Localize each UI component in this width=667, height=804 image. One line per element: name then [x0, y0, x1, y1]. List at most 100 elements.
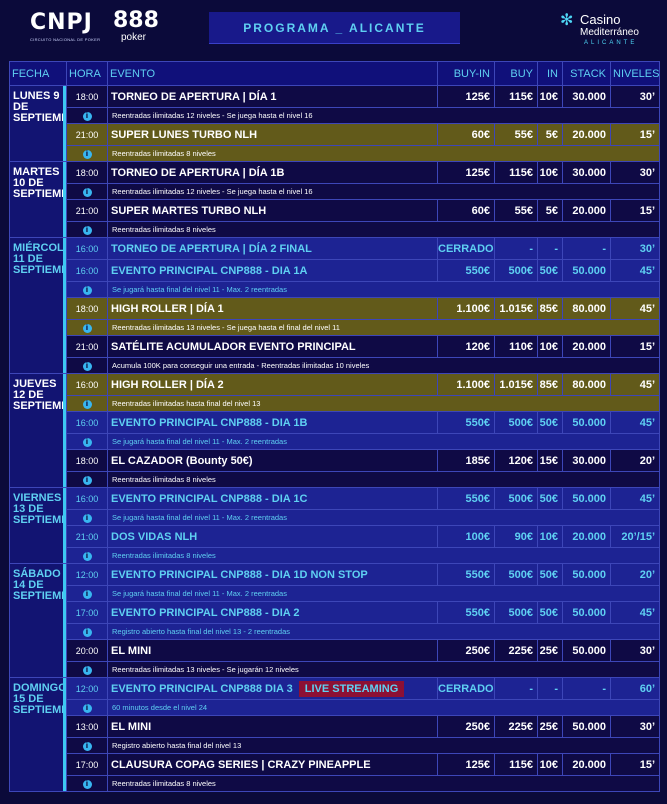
info-icon: i [82, 111, 92, 121]
in-cell: 10€ [537, 85, 563, 108]
stack-cell: 50.000 [562, 639, 611, 662]
hora-cell: 16:00 [66, 259, 108, 282]
col-header-fecha: FECHA [9, 61, 67, 86]
event-name: DOS VIDAS NLH [111, 530, 198, 543]
niveles-cell: 15’ [610, 199, 660, 222]
hora-cell: 21:00 [66, 335, 108, 358]
event-name-cell: SATÉLITE ACUMULADOR EVENTO PRINCIPAL [107, 335, 438, 358]
in-cell: 10€ [537, 161, 563, 184]
niveles-cell: 20’ [610, 449, 660, 472]
hora-cell: 18:00 [66, 297, 108, 320]
stack-cell: 80.000 [562, 373, 611, 396]
note-text: Acumula 100K para conseguir una entrada … [107, 357, 660, 374]
buy-cell: - [494, 237, 538, 260]
note-row: i Reentradas ilimitadas 12 niveles - Se j… [9, 107, 660, 124]
niveles-cell: 45’ [610, 373, 660, 396]
niveles-cell: 15’ [610, 123, 660, 146]
in-cell: 15€ [537, 449, 563, 472]
stack-cell: 30.000 [562, 449, 611, 472]
buyin-cell: 60€ [437, 123, 495, 146]
info-icon: i [82, 665, 92, 675]
hora-cell: 18:00 [66, 449, 108, 472]
event-name-cell: SUPER LUNES TURBO NLH [107, 123, 438, 146]
stack-cell: 20.000 [562, 123, 611, 146]
info-icon: i [82, 779, 92, 789]
event-name-cell: DOS VIDAS NLH [107, 525, 438, 548]
hora-cell: 16:00 [66, 411, 108, 434]
info-cell: i [66, 471, 108, 488]
stack-cell: 50.000 [562, 715, 611, 738]
hora-cell: 12:00 [66, 677, 108, 700]
in-cell: 50€ [537, 601, 563, 624]
note-row: i Reentradas ilimitadas 8 niveles [9, 145, 660, 162]
stack-cell: - [562, 677, 611, 700]
event-name: SUPER LUNES TURBO NLH [111, 128, 258, 141]
buy-cell: 500€ [494, 601, 538, 624]
event-name-cell: SUPER MARTES TURBO NLH [107, 199, 438, 222]
note-row: i Se jugará hasta final del nivel 11 - Ma… [9, 433, 660, 450]
live-streaming-badge: LIVE STREAMING [298, 680, 405, 697]
niveles-cell: 30’ [610, 639, 660, 662]
buy-cell: 225€ [494, 715, 538, 738]
info-icon: i [82, 551, 92, 561]
event-row: 18:00 HIGH ROLLER | DÍA 1 1.100€ 1.015€ 85€ 8… [9, 297, 660, 320]
info-icon: i [82, 513, 92, 523]
event-row: 17:00 CLAUSURA COPAG SERIES | CRAZY PINEA… [9, 753, 660, 776]
note-row: i Reentradas ilimitadas 13 niveles - Se j… [9, 319, 660, 336]
in-cell: 50€ [537, 411, 563, 434]
col-header-in: IN [537, 61, 563, 86]
in-cell: 10€ [537, 753, 563, 776]
date-label: VIERNES 13 DE SEPTIEMBRE [13, 492, 66, 526]
col-header-niveles: NIVELES [610, 61, 660, 86]
info-cell: i [66, 319, 108, 336]
buyin-cell: 550€ [437, 411, 495, 434]
note-row: i Acumula 100K para conseguir una entrada… [9, 357, 660, 374]
buyin-cell: 120€ [437, 335, 495, 358]
in-cell: 10€ [537, 335, 563, 358]
note-text: Reentradas ilimitadas 13 niveles - Se ju… [107, 319, 660, 336]
hora-cell: 16:00 [66, 487, 108, 510]
hora-cell: 20:00 [66, 639, 108, 662]
event-row: 13:00 EL MINI 250€ 225€ 25€ 50.000 30’ [9, 715, 660, 738]
event-name: HIGH ROLLER | DÍA 2 [111, 378, 224, 391]
buyin-cell: 550€ [437, 563, 495, 586]
note-text: Reentradas ilimitadas 8 niveles [107, 145, 660, 162]
stack-cell: - [562, 237, 611, 260]
info-icon: i [82, 589, 92, 599]
note-row: i Reentradas ilimitadas hasta final del n… [9, 395, 660, 412]
event-row: 21:00 SUPER MARTES TURBO NLH 60€ 55€ 5€ 20.00… [9, 199, 660, 222]
event-name-cell: EL CAZADOR (Bounty 50€) [107, 449, 438, 472]
event-name: TORNEO DE APERTURA | DÍA 1 [111, 90, 277, 103]
stack-cell: 20.000 [562, 525, 611, 548]
note-text: 60 minutos desde el nivel 24 [107, 699, 660, 716]
stack-cell: 50.000 [562, 487, 611, 510]
event-name: EVENTO PRINCIPAL CNP888 - DIA 1B [111, 416, 308, 429]
note-text: Reentradas ilimitadas 12 niveles - Se ju… [107, 183, 660, 200]
info-cell: i [66, 585, 108, 602]
note-text: Se jugará hasta final del nivel 11 - Max… [107, 433, 660, 450]
note-text: Reentradas ilimitadas 12 niveles - Se ju… [107, 107, 660, 124]
hora-cell: 18:00 [66, 161, 108, 184]
event-name-cell: EVENTO PRINCIPAL CNP888 - DIA 2 [107, 601, 438, 624]
buy-cell: 110€ [494, 335, 538, 358]
palm-tree-icon: ✻ [560, 12, 574, 29]
event-name: EVENTO PRINCIPAL CNP888 DIA 3 [111, 682, 293, 695]
niveles-cell: 45’ [610, 601, 660, 624]
casino-name-line2: Mediterráneo [580, 27, 639, 38]
date-stripe [63, 564, 66, 677]
date-label: MARTES 10 DE SEPTIEMBRE [13, 166, 66, 200]
buy-cell: 55€ [494, 199, 538, 222]
hora-cell: 21:00 [66, 525, 108, 548]
event-name-cell: EVENTO PRINCIPAL CNP888 - DIA 1C [107, 487, 438, 510]
in-cell: 50€ [537, 487, 563, 510]
event-name: HIGH ROLLER | DÍA 1 [111, 302, 224, 315]
info-icon: i [82, 225, 92, 235]
col-header-hora: HORA [66, 61, 108, 86]
col-header-buy: BUY [494, 61, 538, 86]
event-row: 16:00 EVENTO PRINCIPAL CNP888 - DIA 1A 550… [9, 259, 660, 282]
date-cell: DOMINGO 15 DE SEPTIEMBRE [9, 677, 67, 792]
